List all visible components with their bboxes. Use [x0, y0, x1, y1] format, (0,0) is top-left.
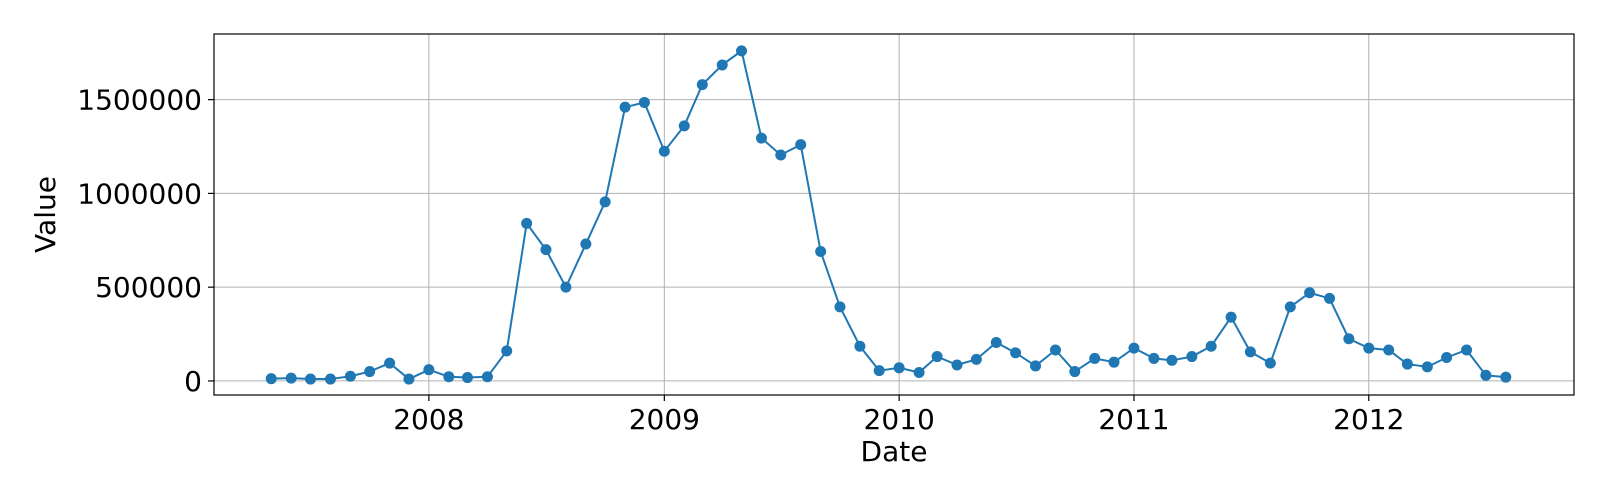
data-point [951, 359, 963, 371]
ticks: 2008 2009 2010 2011 2012 0 500000 1000000 150000… [77, 84, 1404, 436]
data-point [1030, 360, 1042, 372]
data-point [1049, 344, 1061, 356]
data-point [1284, 301, 1296, 313]
data-point [1069, 366, 1081, 378]
series-line [271, 49, 1506, 381]
data-point [423, 364, 435, 376]
data-point [1461, 344, 1473, 356]
data-point [795, 139, 807, 151]
data-point [1500, 371, 1512, 383]
series-layer [265, 45, 1512, 385]
data-point [873, 365, 885, 377]
data-point [619, 101, 631, 113]
data-point [1205, 340, 1217, 352]
data-point [344, 370, 356, 382]
data-point [854, 340, 866, 352]
data-point [1441, 351, 1453, 363]
data-point [1324, 292, 1336, 304]
data-point [265, 373, 277, 385]
data-point [1148, 352, 1160, 364]
data-point [970, 353, 982, 365]
data-point [638, 96, 650, 108]
plot-frame [213, 33, 1575, 396]
data-point [893, 362, 905, 374]
data-point [1383, 344, 1395, 356]
y-tick-label: 500000 [95, 271, 202, 304]
data-point [931, 351, 943, 363]
data-point [1304, 287, 1316, 299]
data-point [1186, 351, 1198, 363]
x-tick-label: 2010 [864, 403, 935, 436]
data-point [403, 373, 415, 385]
y-axis-label: Value [29, 176, 62, 253]
grid [214, 34, 1574, 395]
x-tick-label: 2012 [1333, 403, 1404, 436]
y-tick-label: 1500000 [77, 84, 202, 117]
data-point [1225, 311, 1237, 323]
y-tick-label: 0 [184, 365, 202, 398]
x-axis-label: Date [861, 435, 928, 468]
data-point [580, 238, 592, 250]
data-point [1166, 354, 1178, 366]
data-point [1089, 352, 1101, 364]
data-point [599, 196, 611, 208]
data-point [1128, 342, 1140, 354]
data-point [481, 371, 493, 383]
data-point [324, 373, 336, 385]
x-tick-label: 2008 [393, 403, 464, 436]
data-point [696, 79, 708, 91]
data-point [913, 366, 925, 378]
data-point [1480, 369, 1492, 381]
data-point [384, 357, 396, 369]
data-point [364, 366, 376, 378]
data-point [1108, 356, 1120, 368]
data-point [716, 59, 728, 71]
data-point [521, 217, 533, 229]
data-point [658, 145, 670, 157]
data-point [443, 371, 455, 383]
data-point [461, 372, 473, 384]
data-point [501, 345, 513, 357]
x-tick-label: 2011 [1098, 403, 1169, 436]
data-point [560, 281, 572, 293]
data-point [304, 373, 316, 385]
data-point [815, 246, 827, 258]
y-tick-label: 1000000 [77, 177, 202, 210]
data-point [1363, 342, 1375, 354]
data-point [678, 120, 690, 132]
data-point [1010, 347, 1022, 359]
data-point [1264, 357, 1276, 369]
data-point [1244, 346, 1256, 358]
data-point [285, 372, 297, 384]
data-point [775, 149, 787, 161]
data-point [755, 132, 767, 144]
data-point [834, 301, 846, 313]
data-point [1343, 333, 1355, 345]
data-point [1421, 361, 1433, 373]
data-point [1401, 358, 1413, 370]
data-point [736, 45, 748, 57]
data-point [990, 336, 1002, 348]
x-tick-label: 2009 [629, 403, 700, 436]
data-point [540, 244, 552, 256]
